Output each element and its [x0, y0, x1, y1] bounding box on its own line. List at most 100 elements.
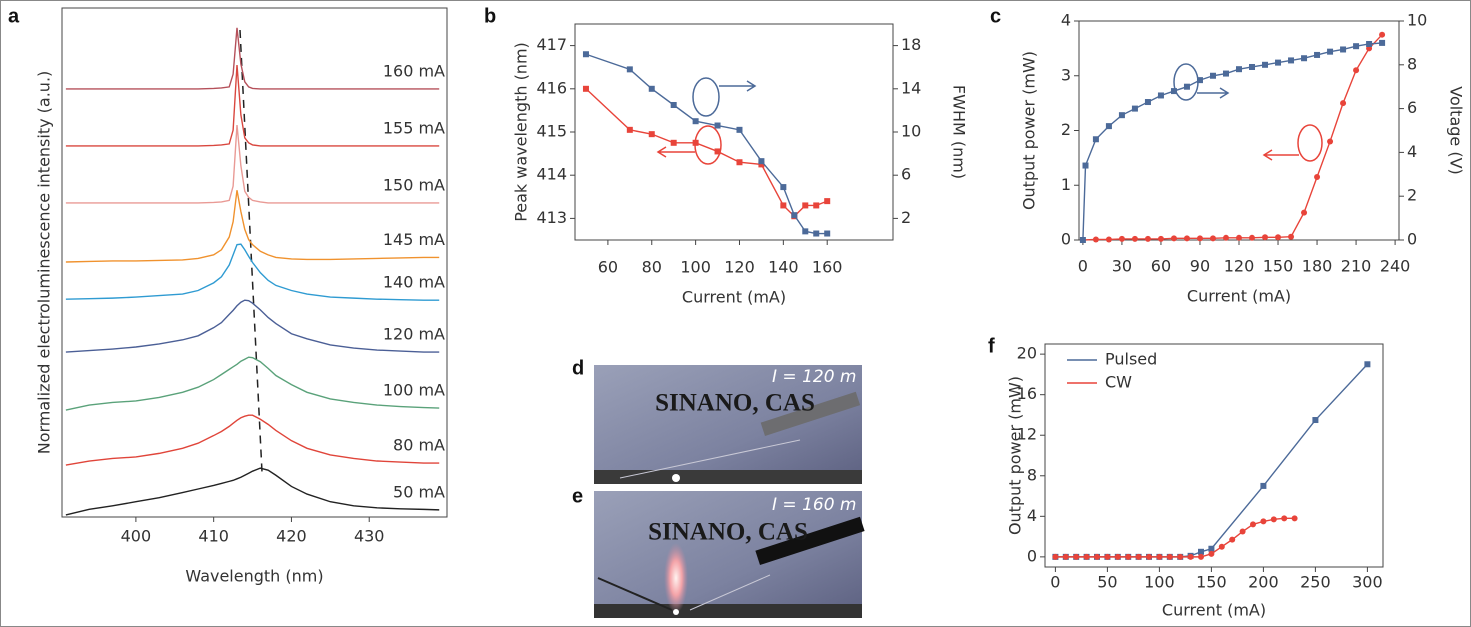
marker [1052, 553, 1059, 560]
marker [582, 51, 589, 58]
series-label: 150 mA [383, 175, 445, 194]
y2-axis-label: FWHM (nm) [950, 85, 969, 179]
y-tick-label: 1 [1061, 175, 1071, 194]
y-axis-label: Output power (mW) [1020, 51, 1039, 210]
x-tick-label: 300 [1352, 573, 1383, 592]
marker [1262, 234, 1269, 241]
marker [1288, 57, 1295, 64]
marker [824, 198, 831, 205]
marker [1114, 553, 1121, 560]
marker [1379, 39, 1386, 46]
y2-tick-label: 14 [901, 78, 921, 97]
photo-caption: SINANO, CAS [648, 519, 808, 546]
x-axis-label: Current (mA) [1162, 601, 1266, 620]
legend-label: Pulsed [1105, 350, 1157, 369]
marker [1236, 234, 1242, 241]
y2-tick-label: 6 [1407, 98, 1417, 117]
marker [670, 102, 677, 108]
marker [1144, 99, 1151, 106]
series-line [1055, 517, 1295, 558]
x-tick-label: 60 [1151, 257, 1171, 276]
marker [1262, 61, 1269, 68]
x-axis-label: Current (mA) [682, 288, 786, 307]
y-tick-label: 4 [1061, 11, 1071, 30]
series-line [585, 53, 828, 235]
photo-e: SINANO, CAS I = 160 m [594, 491, 865, 618]
panel-label: c [990, 5, 1001, 27]
y-tick-label: 416 [536, 78, 567, 97]
x-tick-label: 100 [1144, 573, 1175, 592]
y2-tick-label: 6 [901, 165, 911, 184]
panel-label: a [8, 5, 20, 27]
marker [758, 158, 765, 165]
series-line [65, 190, 440, 263]
marker [1170, 88, 1177, 95]
marker [1146, 553, 1152, 560]
marker [648, 85, 655, 92]
marker [714, 122, 721, 129]
series-label: 120 mA [383, 325, 445, 344]
marker [758, 161, 765, 168]
series-line [65, 299, 440, 353]
marker [1327, 48, 1334, 55]
marker [1366, 40, 1373, 47]
plot-frame [61, 7, 448, 518]
marker [1340, 100, 1347, 107]
x-tick-label: 200 [1248, 573, 1279, 592]
y-tick-label: 413 [536, 208, 567, 227]
marker [1229, 536, 1236, 543]
marker [1131, 235, 1138, 242]
y2-tick-label: 4 [1407, 142, 1417, 161]
marker [1270, 516, 1277, 523]
marker [1196, 235, 1203, 242]
x-tick-label: 0 [1050, 573, 1060, 592]
marker [1166, 553, 1173, 560]
y2-tick-label: 2 [1407, 186, 1417, 205]
marker [813, 202, 820, 209]
marker [1209, 72, 1216, 79]
photo-d: SINANO, CAS I = 120 m [594, 365, 862, 484]
x-tick-label: 250 [1300, 573, 1331, 592]
marker [1183, 235, 1190, 242]
x-tick-label: 90 [1190, 257, 1210, 276]
x-tick-label: 120 [1224, 257, 1255, 276]
series-line [65, 27, 440, 90]
series-line [1082, 42, 1383, 241]
panel-label: b [484, 5, 496, 27]
marker [1118, 235, 1125, 242]
series-label: 140 mA [383, 273, 445, 292]
y-tick-label: 0 [1027, 546, 1037, 565]
series-line [1055, 363, 1368, 558]
marker [1177, 553, 1184, 560]
series-label: 160 mA [383, 61, 445, 80]
x-tick-label: 0 [1078, 257, 1088, 276]
y2-tick-label: 0 [1407, 230, 1417, 249]
y2-tick-label: 10 [901, 122, 921, 141]
marker [626, 126, 633, 133]
marker [1250, 521, 1256, 528]
marker [1236, 66, 1242, 73]
marker [1079, 237, 1086, 243]
y2-axis-label: Voltage (V) [1447, 86, 1466, 175]
marker [1249, 63, 1256, 70]
marker [736, 126, 743, 133]
x-tick-label: 30 [1112, 257, 1132, 276]
marker [802, 202, 809, 209]
marker [1073, 553, 1080, 560]
marker [714, 148, 721, 155]
series-label: 155 mA [383, 118, 445, 137]
marker [1218, 543, 1225, 550]
marker [670, 139, 677, 146]
x-tick-label: 180 [1302, 257, 1333, 276]
marker [1104, 553, 1111, 560]
series-label: 80 mA [393, 436, 445, 455]
y2-tick-label: 8 [1407, 54, 1417, 73]
marker [791, 212, 798, 219]
x-tick-label: 50 [1097, 573, 1117, 592]
y2-tick-label: 18 [901, 35, 921, 54]
marker [1288, 233, 1295, 240]
y-tick-label: 4 [1027, 506, 1037, 525]
series-line [65, 356, 440, 411]
y-tick-label: 20 [1017, 344, 1037, 363]
marker [1131, 105, 1138, 112]
